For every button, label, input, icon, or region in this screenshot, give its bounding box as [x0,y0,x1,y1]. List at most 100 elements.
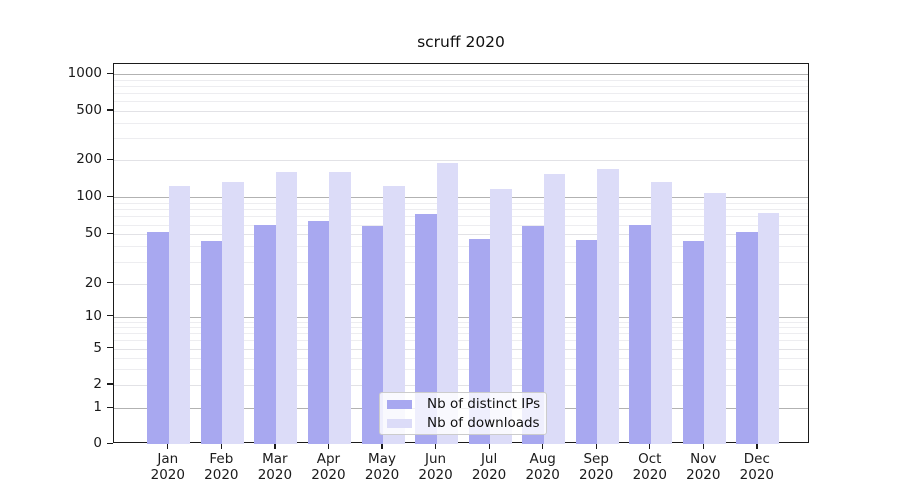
x-tick-mark [756,443,758,449]
gridline [114,101,808,103]
legend: Nb of distinct IPs Nb of downloads [379,392,547,435]
x-tick-label: Sep 2020 [579,451,614,483]
bar-distinct-ips [200,241,223,445]
x-tick-label: May 2020 [364,451,400,483]
x-tick-mark [220,443,223,449]
gridline [114,224,808,226]
y-tick-mark [107,195,113,197]
x-tick-mark [595,443,597,449]
bar-distinct-ips [629,224,651,445]
legend-swatch [387,418,412,428]
bar-distinct-ips [415,214,437,445]
x-tick-mark [649,443,651,449]
y-tick-mark [107,72,113,74]
gridline [114,93,808,95]
y-tick-label: 20 [84,274,102,291]
gridline [114,216,808,218]
gridline [114,283,808,285]
bar-downloads [597,168,619,445]
x-tick-label: Nov 2020 [686,451,721,483]
y-tick-mark [107,282,113,284]
y-tick-label: 50 [84,225,102,242]
x-tick-mark [327,443,330,449]
y-tick-label: 500 [76,102,102,118]
bar-distinct-ips [254,225,276,445]
bar-downloads [168,185,191,445]
y-tick-label: 10 [84,307,102,324]
bar-downloads [490,189,512,445]
x-tick-mark [434,443,437,449]
y-tick-mark [107,406,113,408]
bar-distinct-ips [682,241,705,445]
gridline [114,234,808,236]
x-tick-label: Dec 2020 [739,451,775,483]
gridline [114,202,808,204]
y-tick-label: 2 [93,376,102,392]
gridline [114,261,808,263]
plot-area [113,63,809,445]
y-tick-mark [107,442,113,444]
bar-downloads [383,185,405,445]
x-tick-label: Feb 2020 [204,451,239,483]
gridline [114,340,808,342]
bar-downloads [543,174,566,445]
gridline [114,385,808,386]
bar-distinct-ips [522,226,544,445]
legend-label: Nb of distinct IPs [427,396,541,412]
y-tick-mark [107,109,113,111]
gridline [114,123,808,124]
bar-downloads [650,182,673,445]
x-tick-label: Mar 2020 [257,451,293,483]
y-tick-label: 200 [76,151,102,168]
y-tick-label: 1000 [67,65,102,82]
bar-distinct-ips [736,232,758,445]
gridline [114,86,808,88]
bar-downloads [704,193,726,445]
legend-rows: Nb of distinct IPs Nb of downloads [386,395,540,433]
gridline [114,79,808,81]
x-tick-mark [702,443,704,449]
legend-item: Nb of distinct IPs [386,395,540,414]
gridline [114,138,808,140]
y-tick-label: 100 [76,188,102,205]
x-tick-label: Oct 2020 [632,451,667,483]
x-tick-label: Aug 2020 [525,451,560,483]
bar-downloads [222,182,244,445]
gridline [114,357,808,359]
bar-distinct-ips [575,239,598,445]
bar-downloads [329,171,351,445]
y-tick-label: 5 [93,339,102,356]
y-tick-mark [107,383,113,385]
bar-distinct-ips [147,232,169,445]
x-tick-mark [542,443,544,449]
gridline [114,197,808,199]
y-tick-mark [107,232,113,234]
gridline [114,333,808,335]
bar-downloads [757,212,780,445]
legend-label: Nb of downloads [427,415,540,431]
x-tick-mark [274,443,276,449]
bar-downloads [275,171,298,445]
x-tick-mark [381,443,383,449]
chart-title: scruff 2020 [417,33,505,51]
gridline [114,327,808,328]
x-tick-label: Apr 2020 [311,451,346,483]
gridline [114,368,808,370]
gridline [114,348,808,350]
x-tick-label: Jul 2020 [471,451,507,483]
x-tick-label: Jan 2020 [150,451,185,483]
legend-swatch [387,399,412,409]
x-tick-mark [167,443,169,449]
bar-distinct-ips [307,221,330,445]
y-tick-mark [107,158,113,160]
legend-item: Nb of downloads [386,414,540,433]
gridline [114,209,808,211]
y-tick-label: 0 [93,435,102,452]
y-tick-mark [107,347,113,349]
gridline [114,111,808,112]
gridline [114,316,808,318]
gridline [114,74,808,76]
bar-downloads [436,163,459,445]
gridline [114,160,808,162]
